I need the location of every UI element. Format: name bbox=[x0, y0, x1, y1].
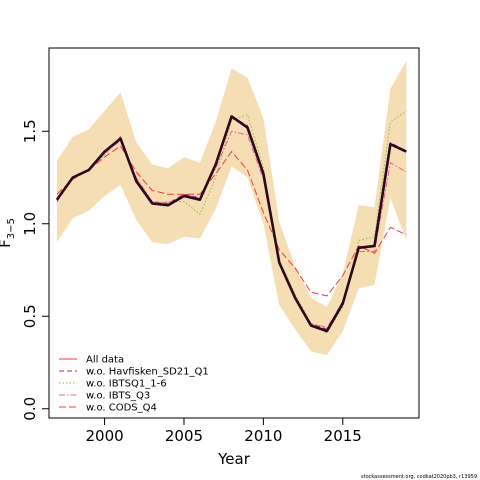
y-axis-title-group: F3−5 bbox=[0, 218, 17, 248]
legend-label-0: All data bbox=[86, 355, 124, 366]
legend-label-1: w.o. Havfisken_SD21_Q1 bbox=[86, 367, 209, 378]
main-series-line bbox=[55, 115, 407, 333]
confidence-band bbox=[56, 60, 407, 356]
y-tick-label-1: 0.5 bbox=[21, 304, 39, 328]
x-tick-label-3: 2015 bbox=[324, 427, 362, 445]
legend-label-3: w.o. IBTS_Q3 bbox=[86, 391, 150, 402]
x-tick-label-1: 2005 bbox=[165, 427, 203, 445]
main-line bbox=[55, 115, 407, 333]
footer-source: stockassessment.org, codkat2020pb3, r139… bbox=[361, 474, 477, 480]
y-tick-label-3: 1.5 bbox=[21, 119, 39, 143]
y-axis: 0.0 0.5 1.0 1.5 bbox=[21, 119, 49, 421]
legend-label-4: w.o. CODS_Q4 bbox=[86, 403, 157, 414]
y-axis-title-main: F bbox=[0, 239, 14, 248]
y-axis-title: F3−5 bbox=[0, 218, 17, 248]
confidence-band-area bbox=[56, 60, 407, 356]
x-axis: 2000 2005 2010 2015 bbox=[85, 418, 362, 445]
plot-frame bbox=[48, 47, 420, 419]
y-axis-title-subscript: 3−5 bbox=[6, 218, 17, 239]
y-tick-label-2: 1.0 bbox=[21, 212, 39, 236]
y-tick-label-0: 0.0 bbox=[21, 397, 39, 421]
x-tick-label-0: 2000 bbox=[85, 427, 123, 445]
legend-label-2: w.o. IBTSQ1_1-6 bbox=[86, 379, 167, 390]
x-tick-label-2: 2010 bbox=[244, 427, 282, 445]
series-line-4 bbox=[56, 145, 407, 297]
x-axis-title: Year bbox=[217, 450, 251, 468]
